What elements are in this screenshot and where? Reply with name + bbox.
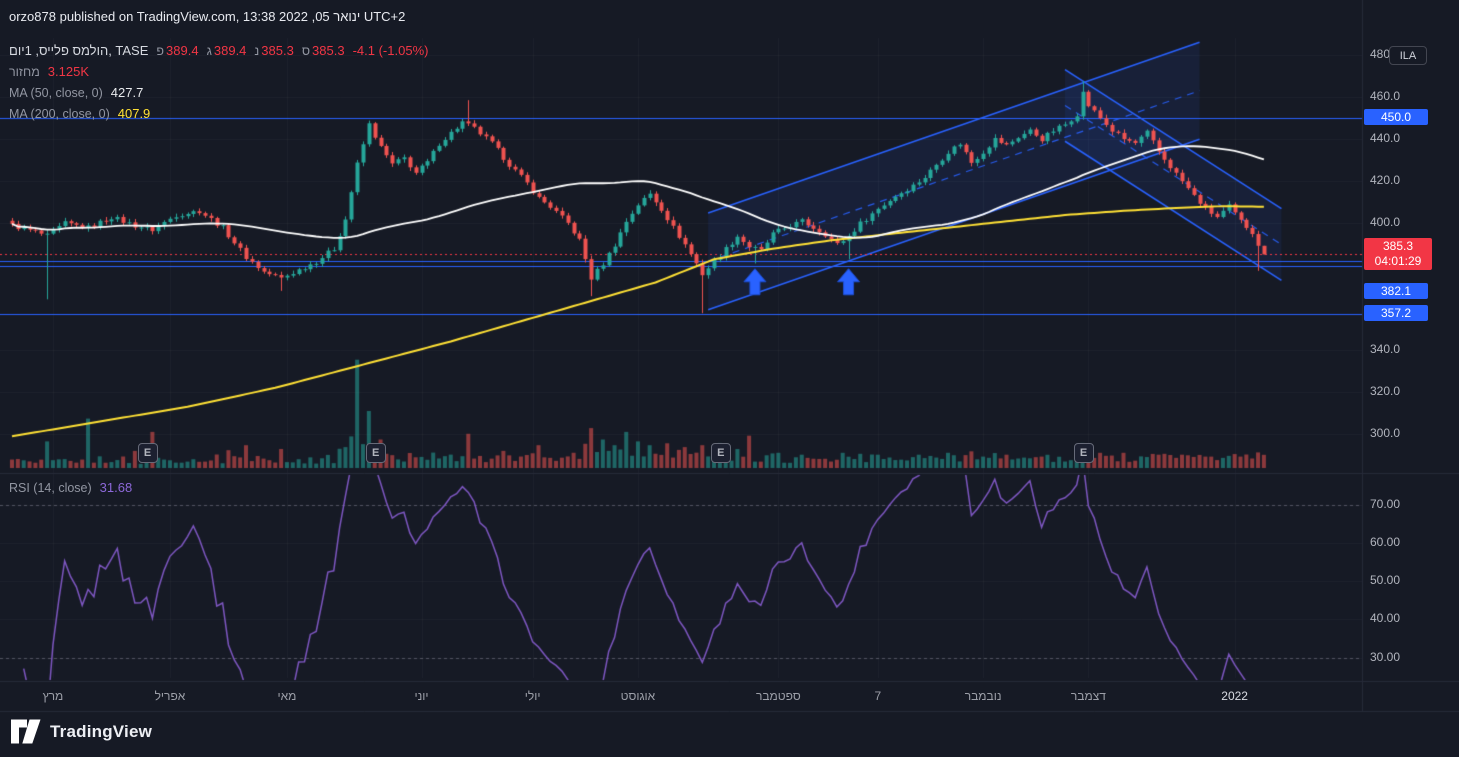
price-tick: 400.0 [1370, 215, 1401, 230]
ma50-legend-row: MA (50, close, 0) 427.7 [9, 85, 428, 106]
time-label: יולי [524, 689, 541, 703]
tradingview-footer[interactable]: TradingView [11, 719, 152, 744]
low-label: נ [254, 44, 260, 58]
volume-legend-row: מחזור 3.125K [9, 64, 428, 85]
price-tick: 340.0 [1370, 341, 1401, 356]
change-value: -4.1 (-1.05%) [352, 43, 429, 58]
symbol-title[interactable]: הולמס פלייס, 1יום, TASE [9, 43, 149, 58]
rsi-tick: 70.00 [1370, 496, 1401, 511]
tradingview-brand: TradingView [50, 721, 153, 741]
price-axis[interactable]: ILA 480.0 460.0 440.0 420.0 400.0 340.0 320.0 3… [1363, 0, 1459, 712]
rsi-tick: 40.00 [1370, 611, 1401, 626]
rsi-tick: 50.00 [1370, 573, 1401, 588]
price-tick: 420.0 [1370, 173, 1401, 188]
currency-badge[interactable]: ILA [1389, 46, 1427, 65]
time-label: נובמבר [964, 689, 1002, 703]
ma200-legend-row: MA (200, close, 0) 407.9 [9, 106, 428, 127]
time-label: מרץ [42, 689, 64, 703]
open-label: פ [156, 44, 165, 58]
last-price-label: 385.3 04:01:29 [1364, 238, 1432, 271]
ma200-label[interactable]: MA (200, close, 0) [9, 107, 110, 121]
earnings-marker[interactable]: E [710, 443, 731, 463]
open-value: 389.4 [166, 43, 199, 58]
time-label: אוגוסט [620, 689, 656, 703]
rsi-value: 31.68 [99, 480, 133, 495]
time-axis[interactable]: מרץ אפריל מאי יוני יולי אוגוסט ספטמבר 7 נובמבר דצ… [0, 684, 1362, 712]
price-level-label: 450.0 [1364, 109, 1428, 126]
high-label: ג [206, 44, 212, 58]
time-label: 7 [874, 689, 882, 703]
ma50-value: 427.7 [110, 85, 144, 100]
price-tick: 440.0 [1370, 131, 1401, 146]
price-tick: 460.0 [1370, 89, 1401, 103]
ohlc-low: נ 385.3 [254, 43, 293, 58]
rsi-tick: 60.00 [1370, 535, 1401, 549]
tradingview-logo-icon [11, 719, 41, 744]
price-tick: 320.0 [1370, 384, 1401, 399]
time-label: דצמבר [1070, 689, 1106, 703]
ohlc-close: ס 385.3 [302, 43, 345, 58]
last-price-countdown: 04:01:29 [1374, 254, 1422, 269]
rsi-legend: RSI (14, close) 31.68 [9, 480, 132, 495]
last-price-value: 385.3 [1382, 239, 1414, 254]
rsi-tick: 30.00 [1370, 649, 1401, 664]
time-label: מאי [277, 689, 297, 703]
earnings-marker[interactable]: E [1073, 443, 1094, 463]
time-label: ספטמבר [755, 689, 801, 703]
price-level-label: 357.2 [1364, 304, 1428, 321]
ohlc-open: פ 389.4 [156, 43, 198, 58]
high-value: 389.4 [213, 43, 247, 58]
time-label: יוני [414, 689, 429, 703]
volume-value: 3.125K [47, 64, 89, 79]
ma200-value: 407.9 [117, 106, 151, 121]
volume-label: מחזור [9, 65, 40, 79]
ma50-label[interactable]: MA (50, close, 0) [9, 86, 103, 100]
low-value: 385.3 [261, 43, 294, 58]
close-label: ס [301, 44, 311, 58]
close-value: 385.3 [312, 43, 345, 58]
time-label: 2022 [1221, 689, 1248, 703]
price-tick: 300.0 [1370, 426, 1401, 441]
rsi-label[interactable]: RSI (14, close) [9, 481, 92, 495]
time-label: אפריל [154, 689, 186, 703]
earnings-marker[interactable]: E [365, 443, 386, 463]
published-header: orzo878 published on TradingView.com, 13… [9, 9, 406, 24]
price-level-label: 382.1 [1364, 283, 1428, 300]
ohlc-high: ג 389.4 [207, 43, 247, 58]
earnings-marker[interactable]: E [137, 443, 158, 463]
